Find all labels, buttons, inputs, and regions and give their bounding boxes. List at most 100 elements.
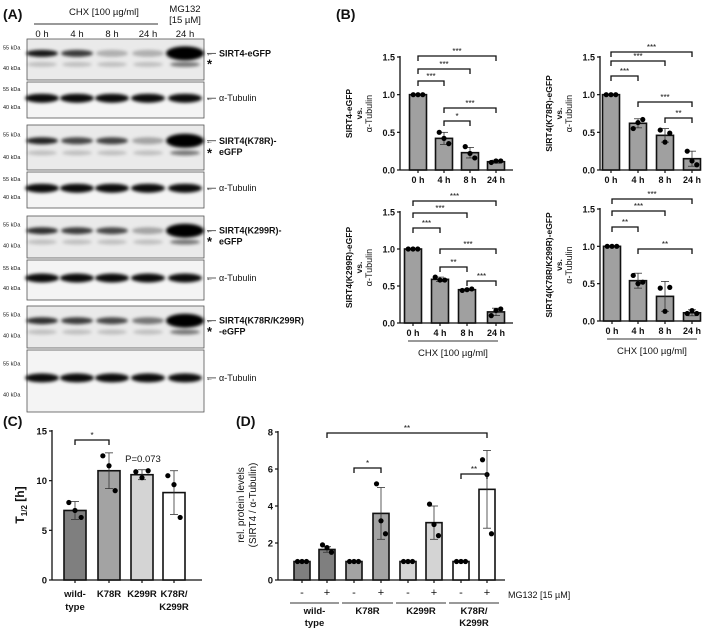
data-point (488, 531, 495, 537)
tubulin-label: α-Tubulin (219, 373, 256, 383)
bar (399, 560, 417, 581)
y-tick-label: 0.5 (582, 279, 595, 289)
nonspecific-band (133, 61, 163, 67)
data-point (373, 481, 380, 487)
data-point (694, 162, 700, 168)
data-point (319, 542, 326, 548)
sirt4-band (26, 317, 58, 325)
data-point (635, 281, 641, 287)
arrow-icon: ← (206, 51, 213, 58)
data-point (694, 310, 700, 317)
kda-marker-40: 40 kDa (3, 393, 21, 399)
group-label: K78R (355, 606, 379, 617)
nonspecific-band (27, 239, 57, 245)
sirt4-band (61, 137, 93, 145)
data-point (405, 246, 411, 252)
arrow-icon: ← (206, 318, 213, 325)
data-point (498, 306, 504, 312)
y-tick-label: 0.0 (582, 166, 595, 176)
panel-label-c: (C) (3, 413, 22, 429)
data-point (603, 92, 609, 98)
x-tick-label-line: K78R/ (161, 589, 188, 600)
y-axis-label: SIRT4(K78R/K299R)-eGFP (544, 212, 554, 318)
sirt4-band (61, 317, 93, 325)
x-tick-label: 0 h (411, 175, 424, 185)
y-tick-label: 0 (42, 576, 47, 587)
data-point (635, 119, 641, 126)
significance-bracket (417, 68, 471, 74)
x-tick-label-line: K299R (127, 589, 157, 600)
nonspecific-band (62, 150, 92, 156)
significance-bracket (417, 55, 497, 61)
data-point (177, 514, 183, 521)
kda-marker-55: 55 kDa (3, 132, 21, 138)
sirt4-blot (26, 215, 205, 259)
sirt4-band (96, 49, 128, 57)
y-axis-label: α-Tubulin (564, 95, 574, 132)
panel-label-b: (B) (336, 6, 355, 22)
data-point (630, 125, 636, 132)
asterisk-label: * (207, 145, 213, 160)
data-point (667, 284, 673, 290)
sirt4-band (132, 317, 164, 325)
data-point (609, 243, 615, 249)
sirt4-band (26, 227, 58, 235)
data-point (106, 463, 112, 469)
panel-label-a: (A) (3, 6, 22, 22)
arrow-icon: ← (206, 186, 213, 193)
tubulin-band (60, 273, 94, 283)
tubulin-band (95, 273, 129, 283)
significance-label: *** (439, 60, 448, 69)
x-tick-label: 4 h (433, 328, 446, 338)
data-point (324, 545, 330, 551)
significance-label: *** (422, 219, 431, 228)
data-point (437, 277, 443, 283)
x-tick-label-line: wild- (63, 589, 86, 600)
data-point (604, 243, 610, 249)
significance-bracket (664, 117, 693, 123)
data-point (405, 558, 411, 565)
kda-marker-55: 55 kDa (3, 223, 21, 229)
data-point (112, 488, 118, 494)
data-point (72, 507, 78, 514)
data-point (100, 453, 106, 459)
kda-marker-40: 40 kDa (3, 155, 21, 161)
sirt4-band (166, 223, 204, 238)
x-tick-label: 8 h (463, 175, 476, 185)
data-point (608, 92, 614, 98)
sirt4-blot (26, 305, 205, 349)
significance-label: ** (471, 465, 477, 474)
bar (430, 278, 450, 324)
treatment-sign: + (378, 587, 384, 599)
tubulin-label: α-Tubulin (219, 273, 256, 283)
y-tick-label: 2 (268, 539, 273, 550)
protein-label: SIRT4(K299R)- (219, 226, 282, 236)
x-tick-label: 8 h (658, 326, 671, 336)
lane-label: 8 h (105, 29, 118, 40)
y-axis-label: vs. (554, 108, 564, 120)
treatment-label: MG132 [15 µM] (508, 590, 570, 600)
bar (452, 560, 470, 581)
significance-bracket (326, 432, 488, 438)
significance-label: ** (622, 218, 628, 227)
tubulin-band (131, 183, 165, 193)
y-tick-label: 1.0 (582, 90, 595, 100)
nonspecific-band (62, 61, 92, 67)
data-point (415, 92, 421, 98)
data-point (382, 531, 389, 537)
x-tick-label: K299R (127, 589, 157, 600)
data-point (479, 457, 486, 463)
nonspecific-band (170, 150, 200, 156)
data-point (630, 272, 636, 279)
y-tick-label: 10 (36, 476, 47, 487)
bar (601, 93, 621, 171)
tubulin-band (25, 93, 59, 103)
significance-label: ** (404, 424, 410, 433)
nonspecific-band (97, 239, 127, 245)
data-point (426, 501, 433, 507)
data-point (410, 246, 416, 252)
bar (602, 245, 622, 322)
significance-label: *** (660, 93, 669, 102)
